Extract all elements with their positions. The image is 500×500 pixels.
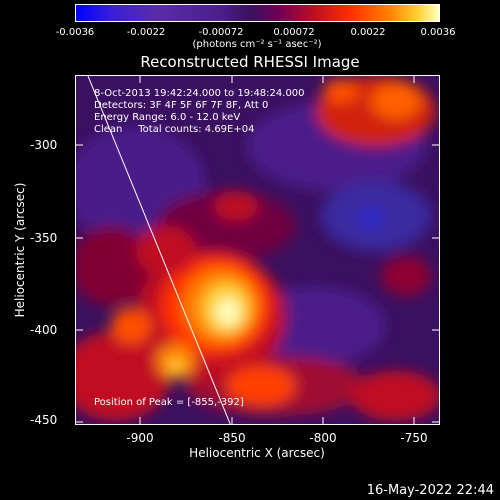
y-tick-label: -350 bbox=[30, 231, 58, 245]
colorbar-tick-label: -0.00072 bbox=[198, 27, 244, 38]
info-line-energy-range: Energy Range: 6.0 - 12.0 keV bbox=[94, 112, 241, 123]
solar-limb-line bbox=[87, 76, 231, 424]
x-tick-label: -850 bbox=[218, 431, 246, 445]
colorbar bbox=[75, 4, 440, 22]
x-tick-label: -750 bbox=[400, 431, 428, 445]
y-tick-label: -450 bbox=[30, 413, 58, 427]
colorbar-tick-label: 0.00072 bbox=[273, 27, 315, 38]
colorbar-tick-label: 0.0036 bbox=[420, 27, 456, 38]
info-line-time-range: 8-Oct-2013 19:42:24.000 to 19:48:24.000 bbox=[94, 88, 305, 99]
colorbar-tick-label: -0.0036 bbox=[55, 27, 95, 38]
x-tick-label: -800 bbox=[309, 431, 337, 445]
colorbar-units: (photons cm⁻² s⁻¹ asec⁻²) bbox=[192, 39, 322, 50]
x-tick-label: -900 bbox=[126, 431, 154, 445]
y-tick-label: -400 bbox=[30, 323, 58, 337]
plot-title: Reconstructed RHESSI Image bbox=[140, 53, 360, 71]
colorbar-tick-label: -0.0022 bbox=[126, 27, 166, 38]
y-tick-label: -300 bbox=[30, 138, 58, 152]
x-axis-title: Heliocentric X (arcsec) bbox=[189, 446, 325, 460]
info-line-counts: Clean Total counts: 4.69E+04 bbox=[94, 124, 255, 135]
y-axis-title: Heliocentric Y (arcsec) bbox=[13, 182, 27, 318]
info-line-detectors: Detectors: 3F 4F 5F 6F 7F 8F, Att 0 bbox=[94, 100, 269, 111]
image-canvas bbox=[76, 76, 439, 424]
rhessi-image bbox=[75, 75, 440, 425]
colorbar-tick-label: 0.0022 bbox=[350, 27, 386, 38]
footer-timestamp: 16-May-2022 22:44 bbox=[366, 483, 494, 498]
peak-position-text: Position of Peak = [-855,-392] bbox=[94, 397, 244, 408]
